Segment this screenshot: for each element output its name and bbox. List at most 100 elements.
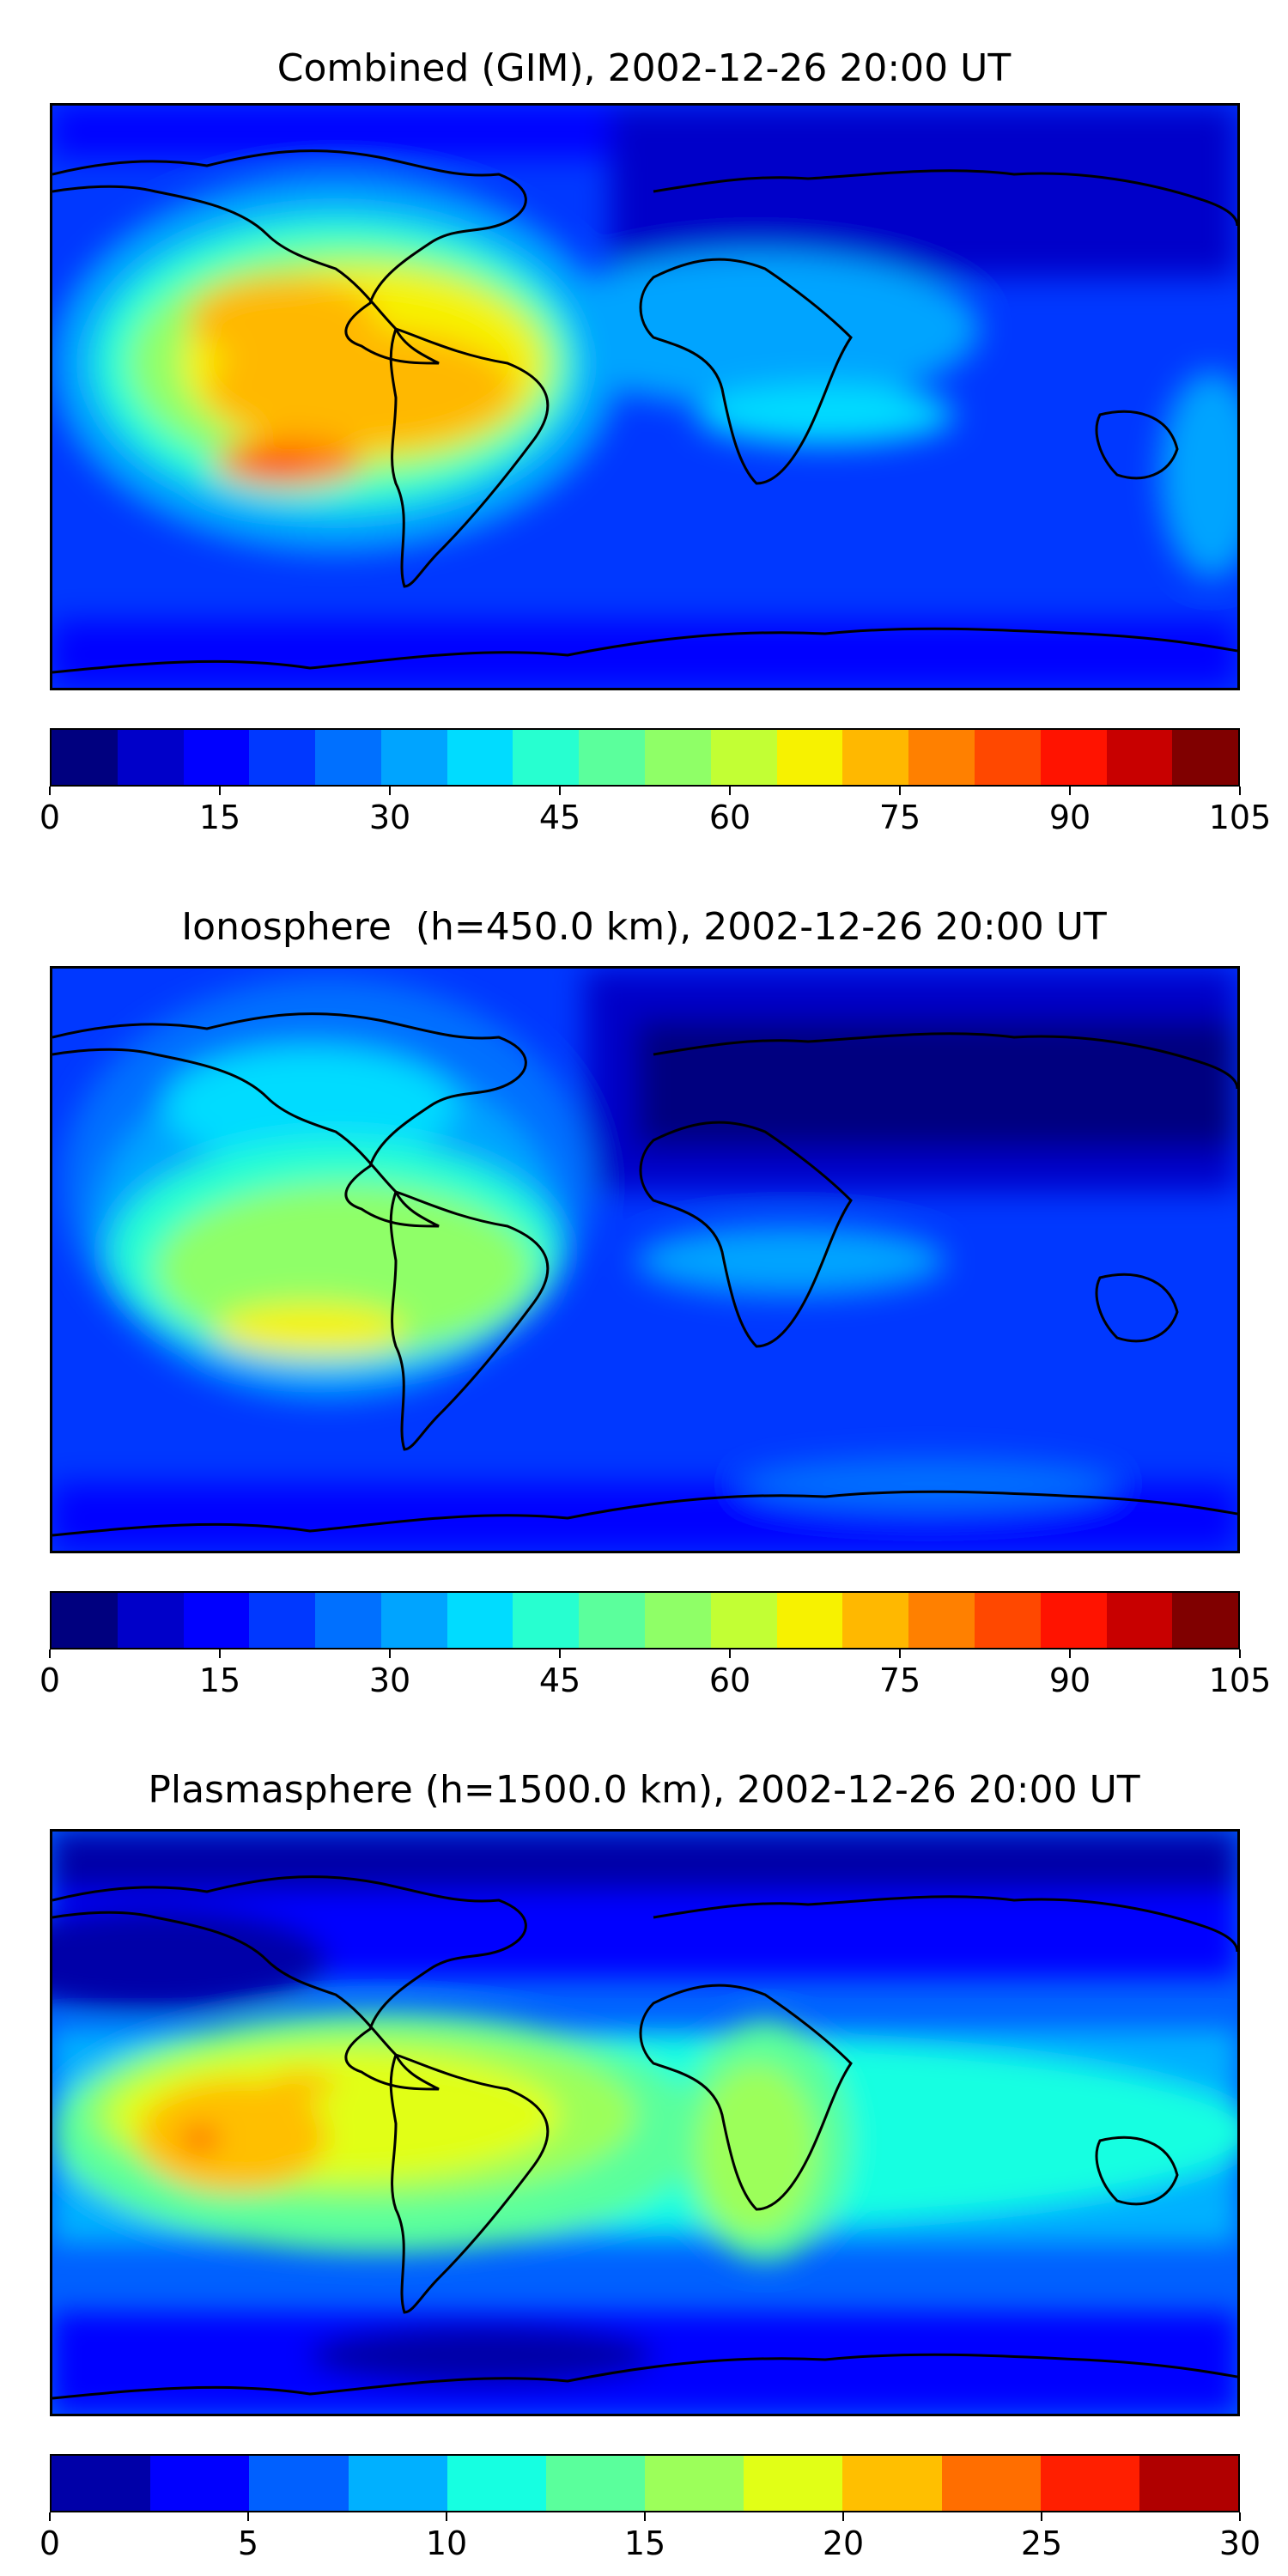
colorbar-tick-mark: [49, 787, 51, 795]
colorbar-segment: [974, 1593, 1041, 1648]
colorbar-segment: [183, 730, 250, 785]
colorbar-tick-label: 20: [822, 2524, 865, 2562]
colorbar-tick-mark: [1069, 1649, 1071, 1658]
coastlines: [52, 1012, 1237, 1537]
colorbar-segment: [974, 730, 1041, 785]
colorbar-tick-label: 25: [1020, 2524, 1063, 2562]
colorbar-tick-mark: [1069, 787, 1071, 795]
colorbar-tick-mark: [842, 2512, 844, 2521]
colorbar-segment: [1106, 730, 1173, 785]
colorbar-tick-label: 5: [237, 2524, 259, 2562]
colorbar-segment: [842, 2456, 942, 2511]
colorbar-tick-mark: [247, 2512, 249, 2521]
colorbar-segment: [513, 1593, 580, 1648]
colorbar-tick-mark: [219, 1649, 221, 1658]
colorbar-segment: [380, 730, 447, 785]
panel-title: Combined (GIM), 2002-12-26 20:00 UT: [276, 46, 1012, 90]
colorbar-segment: [117, 730, 184, 785]
colorbar-tick-mark: [559, 1649, 561, 1658]
colorbar-segment: [315, 730, 381, 785]
colorbar: [50, 1591, 1240, 1649]
tec-map: [50, 966, 1240, 1553]
colorbar-tick-mark: [1041, 2512, 1042, 2521]
colorbar-segment: [447, 2456, 546, 2511]
colorbar-tick-mark: [899, 1649, 901, 1658]
colorbar-tick-label: 45: [538, 799, 581, 836]
colorbar-segment: [447, 730, 513, 785]
colorbar-segment: [1040, 1593, 1107, 1648]
colorbar-segment: [776, 730, 843, 785]
colorbar-tick-label: 105: [1208, 799, 1272, 836]
panel-title: Plasmasphere (h=1500.0 km), 2002-12-26 2…: [148, 1768, 1140, 1812]
colorbar-segment: [380, 1593, 447, 1648]
colorbar-tick-label: 10: [425, 2524, 468, 2562]
colorbar-segment: [315, 1593, 381, 1648]
colorbar-tick-label: 15: [198, 1662, 241, 1699]
colorbar-tick-label: 30: [368, 799, 411, 836]
colorbar-segment: [908, 1593, 975, 1648]
colorbar-segment: [908, 730, 975, 785]
colorbar-tick-mark: [389, 787, 391, 795]
colorbar-segment: [645, 1593, 711, 1648]
colorbar-tick-label: 60: [708, 1662, 751, 1699]
colorbar-tick-label: 30: [1218, 2524, 1261, 2562]
colorbar-tick-mark: [446, 2512, 447, 2521]
colorbar-tick-label: 0: [39, 1662, 61, 1699]
colorbar-segment: [842, 730, 909, 785]
coastlines: [52, 149, 1237, 674]
colorbar-ticks: 0 5 10 15 20 25 30: [39, 2512, 1261, 2564]
colorbar-tick-label: 105: [1208, 1662, 1272, 1699]
colorbar-segment: [1172, 730, 1239, 785]
contour-map: [52, 969, 1237, 1551]
colorbar-tick-label: 90: [1048, 1662, 1091, 1699]
colorbar-tick-label: 0: [39, 2524, 61, 2562]
colorbar-segment: [941, 2456, 1041, 2511]
colorbar-tick-mark: [1239, 2512, 1241, 2521]
colorbar-tick-mark: [49, 1649, 51, 1658]
colorbar-segment: [645, 730, 711, 785]
colorbar-segment: [1040, 2456, 1139, 2511]
colorbar-segment: [710, 730, 777, 785]
colorbar-tick-label: 30: [368, 1662, 411, 1699]
colorbar-tick-mark: [389, 1649, 391, 1658]
colorbar-segment: [150, 2456, 250, 2511]
colorbar-segment: [579, 730, 646, 785]
colorbar-segment: [52, 1593, 118, 1648]
colorbar-segment: [513, 730, 580, 785]
colorbar-tick-mark: [644, 2512, 646, 2521]
colorbar-ticks: 0 15 30 45 60 75 90 105: [39, 1649, 1271, 1701]
colorbar-segment: [117, 1593, 184, 1648]
coastlines: [52, 1875, 1237, 2400]
contour-map: [52, 1832, 1237, 2414]
colorbar-segment: [52, 2456, 151, 2511]
colorbar-segment: [249, 1593, 316, 1648]
colorbar-ticks: 0 15 30 45 60 75 90 105: [39, 787, 1271, 838]
colorbar-segment: [249, 730, 316, 785]
colorbar-segment: [348, 2456, 447, 2511]
colorbar-segment: [645, 2456, 744, 2511]
colorbar-tick-mark: [219, 787, 221, 795]
colorbar-segment: [776, 1593, 843, 1648]
colorbar: [50, 728, 1240, 787]
colorbar-tick-label: 0: [39, 799, 61, 836]
colorbar-segment: [1106, 1593, 1173, 1648]
colorbar-tick-mark: [729, 787, 731, 795]
contour-map: [52, 106, 1237, 688]
colorbar-segment: [710, 1593, 777, 1648]
colorbar-tick-mark: [899, 787, 901, 795]
colorbar-segment: [744, 2456, 843, 2511]
colorbar-segment: [52, 730, 118, 785]
colorbar-segment: [183, 1593, 250, 1648]
colorbar-tick-mark: [559, 787, 561, 795]
colorbar-tick-mark: [1239, 787, 1241, 795]
colorbar-tick-label: 75: [878, 1662, 921, 1699]
colorbar-segment: [579, 1593, 646, 1648]
colorbar-segment: [545, 2456, 646, 2511]
colorbar-tick-label: 15: [623, 2524, 666, 2562]
colorbar: [50, 2454, 1240, 2512]
colorbar-tick-mark: [1239, 1649, 1241, 1658]
colorbar-tick-label: 45: [538, 1662, 581, 1699]
colorbar-segment: [447, 1593, 513, 1648]
colorbar-segment: [1040, 730, 1107, 785]
tec-map: [50, 103, 1240, 690]
